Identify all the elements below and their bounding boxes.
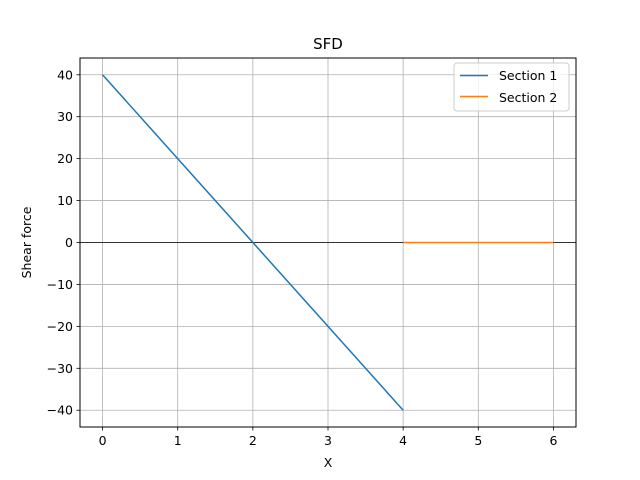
y-tick-label: −40 [47, 403, 73, 418]
series-layer [101, 74, 554, 411]
y-tick-label: 0 [65, 235, 73, 250]
x-tick-label: 1 [174, 433, 182, 448]
legend-label-section-1: Section 1 [499, 68, 557, 83]
legend-label-section-2: Section 2 [499, 90, 557, 105]
y-tick-label: 40 [57, 67, 73, 82]
y-tick-label: 20 [57, 151, 73, 166]
y-axis-label: Shear force [19, 206, 34, 278]
x-tick-label: 0 [99, 433, 107, 448]
y-tick-label: −10 [47, 277, 73, 292]
y-tick-label: −30 [47, 361, 73, 376]
x-tick-label: 3 [324, 433, 332, 448]
x-axis-label: X [324, 455, 333, 470]
series-line-1 [101, 74, 404, 411]
x-tick-label: 2 [249, 433, 257, 448]
x-tick-label: 5 [474, 433, 482, 448]
y-tick-label: 30 [57, 109, 73, 124]
x-tick-label: 4 [399, 433, 407, 448]
legend: Section 1 Section 2 [453, 62, 570, 112]
x-tick-label: 6 [549, 433, 557, 448]
y-tick-label: 10 [57, 193, 73, 208]
chart-title: SFD [313, 35, 343, 53]
y-tick-label: −20 [47, 319, 73, 334]
axis-ticks: 0 1 2 3 4 5 6 −40 −30 −20 −10 0 10 20 30 40 [47, 67, 558, 448]
